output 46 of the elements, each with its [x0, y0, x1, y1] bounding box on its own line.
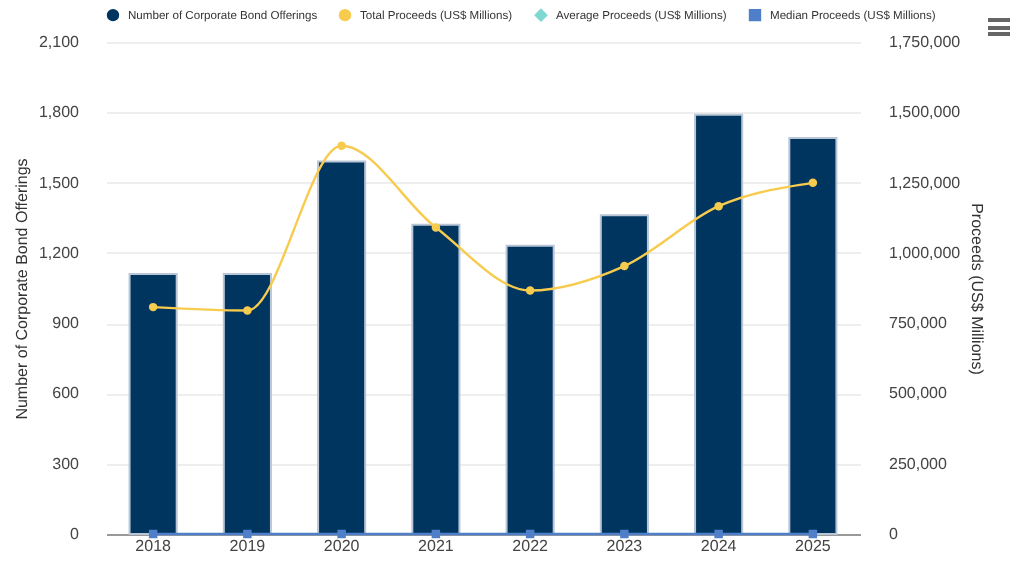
y2-tick-label: 500,000: [889, 384, 948, 403]
point: [525, 286, 535, 295]
y-tick-label: 600: [52, 384, 81, 403]
y-tick-label: 2,100: [38, 33, 81, 51]
bar: [599, 214, 649, 535]
point: [337, 529, 346, 539]
x-tick-label: 2020: [323, 537, 361, 555]
point: [431, 223, 441, 232]
bar: [411, 223, 461, 535]
y-axis-title: Number of Corporate Bond Offerings: [12, 158, 31, 420]
bar: [317, 160, 367, 535]
y-tick-label: 1,500: [38, 173, 81, 192]
y-tick-label: 900: [52, 314, 81, 333]
y-tick-label: 1,800: [38, 103, 81, 122]
bar: [505, 244, 555, 535]
y2-tick-label: 250,000: [889, 454, 948, 473]
y-tick-label: 300: [52, 454, 81, 473]
y-tick-label: 0: [70, 525, 81, 543]
y2-tick-label: 1,250,000: [889, 173, 962, 192]
x-tick-label: 2023: [606, 537, 644, 555]
point: [620, 261, 629, 271]
x-tick-label: 2024: [700, 537, 738, 555]
x-tick-label: 2025: [795, 537, 832, 555]
point: [337, 141, 346, 150]
point: [714, 201, 723, 211]
y2-tick-label: 750,000: [889, 314, 948, 333]
point: [620, 529, 629, 539]
y2-tick-label: 1,750,000: [889, 33, 962, 51]
bar: [788, 137, 838, 535]
point: [808, 178, 818, 188]
y2-tick-label: 0: [889, 525, 899, 543]
point: [714, 529, 723, 539]
y2-tick-label: 1,500,000: [889, 103, 962, 122]
x-tick-label: 2019: [229, 537, 267, 555]
x-tick-label: 2018: [135, 537, 173, 555]
bar: [222, 272, 272, 535]
point: [243, 306, 252, 315]
bar: [694, 113, 744, 535]
point: [148, 302, 158, 312]
x-tick-label: 2021: [418, 537, 455, 555]
bar: [128, 272, 178, 535]
y2-axis-title: Proceeds (US$ Millions): [968, 203, 987, 376]
point: [243, 529, 252, 539]
y-tick-label: 1,200: [38, 243, 81, 262]
x-tick-label: 2022: [512, 537, 550, 555]
y2-tick-label: 1,000,000: [889, 243, 962, 262]
